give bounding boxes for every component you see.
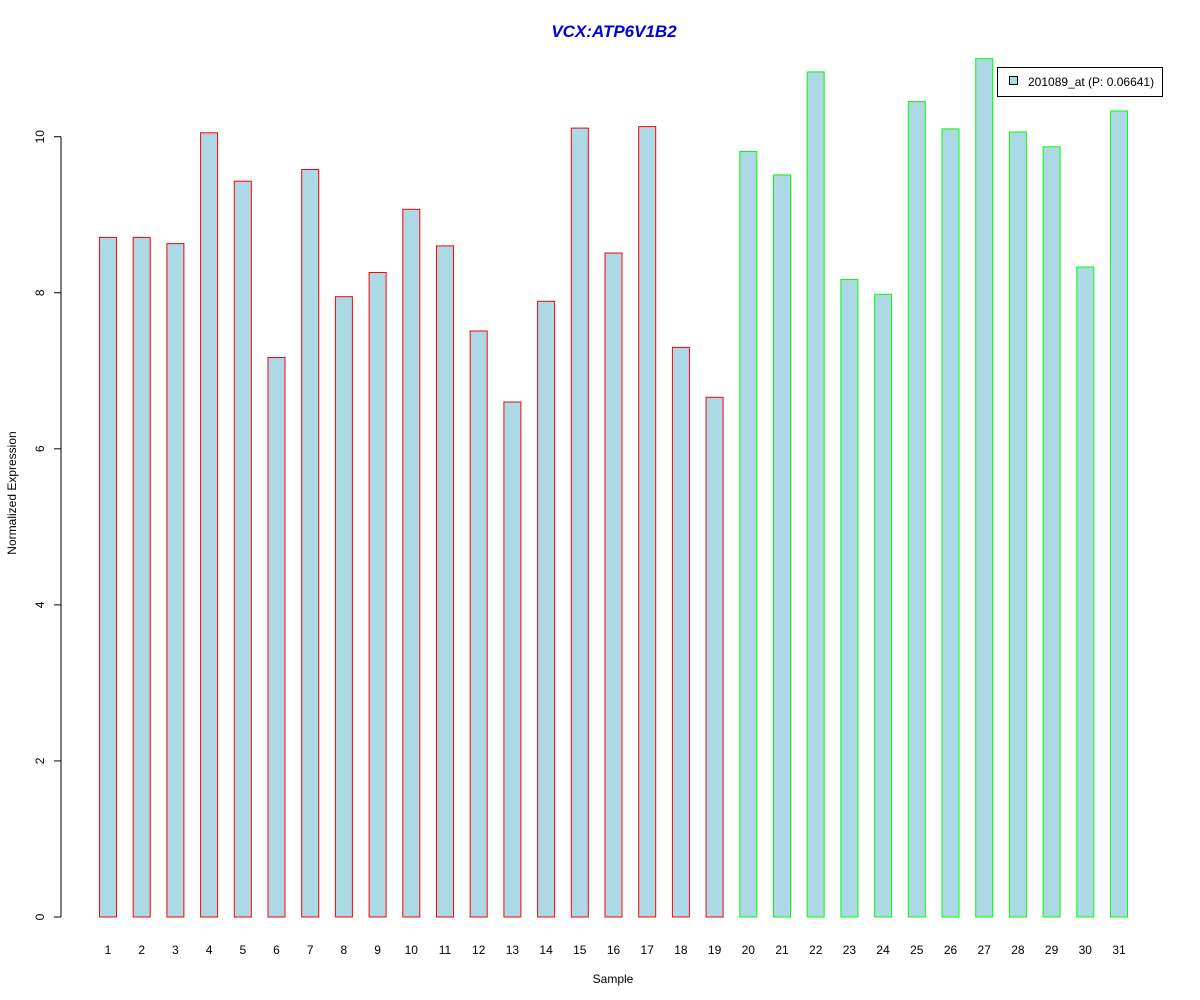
bar-sample-19: [705, 396, 724, 918]
x-tick-label: 11: [439, 943, 452, 957]
x-tick-label: 13: [506, 943, 520, 957]
x-tick-label: 12: [472, 943, 486, 957]
x-tick-label: 14: [539, 943, 553, 957]
x-tick-label: 24: [876, 943, 890, 957]
x-tick-label: 30: [1079, 943, 1093, 957]
bar-sample-6: [267, 357, 286, 918]
bar-sample-15: [570, 127, 589, 918]
y-axis-label: Normalized Expression: [5, 431, 19, 554]
x-axis-labels: 1 2 3 4 5 6 7 8 9 10 11 12 13 14 15 16 17 18 19 20 21 22 23 24 2…: [105, 943, 1126, 957]
bar-sample-29: [1042, 146, 1061, 918]
x-tick-label: 28: [1011, 943, 1025, 957]
bar-sample-28: [1008, 131, 1027, 918]
bar-sample-25: [907, 101, 926, 918]
x-tick-label: 26: [944, 943, 958, 957]
x-tick-label: 4: [206, 943, 213, 957]
y-axis-ticks: 0 2 4 6 8 10: [33, 130, 61, 920]
bar-sample-21: [773, 174, 791, 918]
bar-sample-5: [233, 180, 252, 918]
x-tick-label: 23: [843, 943, 857, 957]
x-tick-label: 25: [910, 943, 924, 957]
bar-sample-11: [436, 245, 454, 918]
x-tick-label: 6: [273, 943, 280, 957]
x-tick-label: 5: [239, 943, 246, 957]
bar-sample-20: [739, 151, 758, 918]
x-tick-label: 27: [978, 943, 992, 957]
x-tick-label: 22: [809, 943, 823, 957]
x-tick-label: 18: [674, 943, 688, 957]
bar-sample-1: [99, 236, 117, 918]
bar-sample-8: [334, 296, 353, 918]
bar-sample-9: [368, 272, 387, 918]
bar-sample-10: [402, 208, 421, 918]
bar-sample-17: [638, 126, 657, 918]
x-tick-label: 21: [775, 943, 789, 957]
x-axis-label: Sample: [593, 972, 634, 986]
x-tick-label: 19: [708, 943, 722, 957]
bars: [99, 58, 1128, 918]
x-tick-label: 31: [1112, 943, 1126, 957]
x-tick-label: 15: [573, 943, 587, 957]
legend-label: 201089_at (P: 0.06641): [1028, 75, 1154, 89]
x-tick-label: 29: [1045, 943, 1059, 957]
y-tick-label: 8: [33, 289, 47, 296]
legend: 201089_at (P: 0.06641): [997, 67, 1163, 97]
bar-sample-7: [301, 169, 320, 918]
bar-sample-12: [469, 330, 488, 918]
bar-sample-27: [975, 58, 994, 918]
x-tick-label: 10: [405, 943, 419, 957]
bar-sample-3: [166, 243, 185, 918]
bar-sample-16: [604, 252, 623, 918]
y-tick-label: 0: [33, 913, 47, 920]
x-tick-label: 1: [105, 943, 112, 957]
x-tick-label: 8: [341, 943, 348, 957]
bar-sample-26: [941, 128, 960, 918]
bar-sample-14: [537, 300, 556, 918]
x-tick-label: 17: [641, 943, 655, 957]
y-tick-label: 4: [33, 601, 47, 608]
bar-sample-23: [840, 279, 859, 918]
bar-sample-13: [503, 401, 522, 918]
y-tick-label: 10: [33, 130, 47, 144]
bar-sample-31: [1110, 110, 1128, 918]
chart-title: VCX:ATP6V1B2: [551, 22, 677, 41]
y-tick-label: 2: [33, 757, 47, 764]
x-tick-label: 7: [307, 943, 314, 957]
x-tick-label: 9: [374, 943, 381, 957]
legend-swatch: [1009, 76, 1018, 85]
x-tick-label: 2: [138, 943, 145, 957]
x-tick-label: 20: [742, 943, 756, 957]
bar-sample-4: [200, 132, 219, 918]
legend-box: [997, 67, 1163, 97]
bar-sample-18: [671, 346, 690, 918]
bar-sample-24: [874, 293, 893, 918]
x-tick-label: 3: [172, 943, 179, 957]
bar-sample-22: [806, 71, 825, 918]
x-tick-label: 16: [607, 943, 621, 957]
bar-sample-30: [1076, 266, 1095, 918]
y-tick-label: 6: [33, 445, 47, 452]
bar-sample-2: [132, 236, 151, 918]
